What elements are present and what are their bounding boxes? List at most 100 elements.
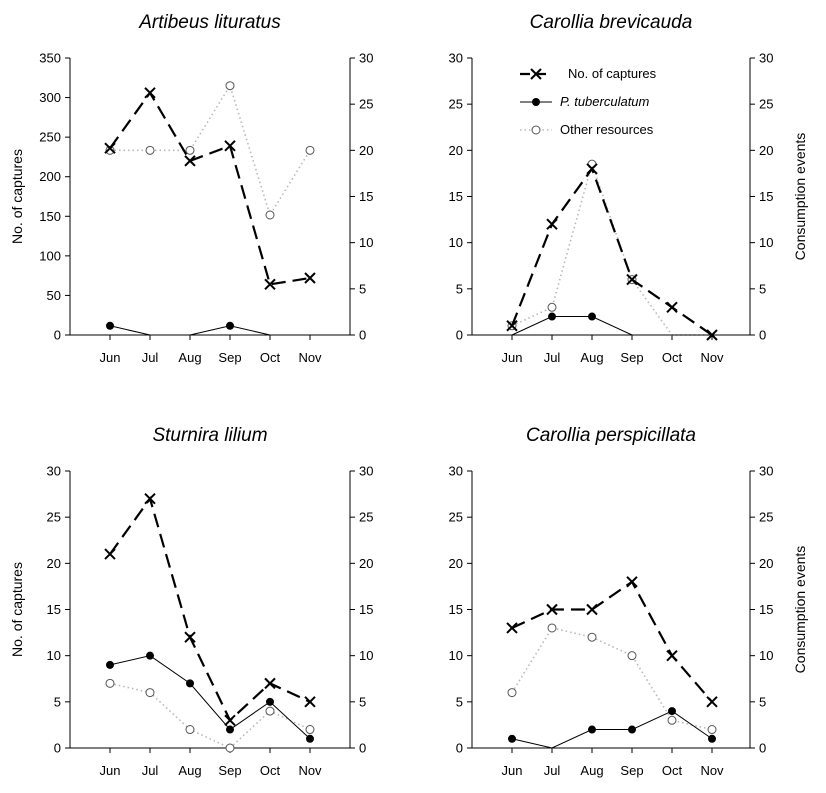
tuberculatum-point <box>306 734 314 743</box>
other-resources-point <box>507 688 517 698</box>
tuberculatum-point <box>106 321 114 330</box>
right-tick-label: 10 <box>359 235 373 250</box>
y-axis-label: No. of captures <box>9 149 25 244</box>
tuberculatum-point <box>226 725 234 734</box>
x-tick-label: Oct <box>662 763 683 778</box>
right-tick-label: 20 <box>359 556 373 571</box>
legend-tuberculatum-marker <box>532 98 540 106</box>
x-tick-label: Aug <box>580 350 603 365</box>
x-tick-label: Sep <box>620 350 643 365</box>
chart-title: Artibeus lituratus <box>138 12 281 33</box>
y2-axis-label: Consumption events <box>792 133 808 261</box>
other-resources-line <box>511 627 713 731</box>
right-tick-label: 25 <box>359 97 373 112</box>
chart-title: Carollia brevicauda <box>530 12 693 33</box>
right-tick-label: 25 <box>759 97 773 112</box>
x-tick-label: Nov <box>298 763 322 778</box>
left-tick-label: 0 <box>456 328 463 343</box>
captures-point <box>666 301 678 314</box>
right-tick-label: 5 <box>359 694 366 709</box>
other-resources-point <box>547 302 557 312</box>
x-tick-label: Jun <box>100 350 121 365</box>
right-tick-label: 25 <box>759 510 773 525</box>
chart-panel-1: Artibeus lituratus 0 50 100 150 200 250 300 350 0… <box>9 12 373 365</box>
right-tick-label: 20 <box>759 556 773 571</box>
x-tick-label: Sep <box>620 763 643 778</box>
right-tick-label: 0 <box>359 328 366 343</box>
right-tick-label: 5 <box>759 281 766 296</box>
right-tick-label: 10 <box>759 235 773 250</box>
captures-point <box>304 272 316 284</box>
left-tick-label: 30 <box>449 51 463 66</box>
left-tick-label: 5 <box>456 694 463 709</box>
tuberculatum-line <box>511 710 713 749</box>
x-tick-label: Jun <box>502 763 523 778</box>
other-resources-point <box>145 145 155 155</box>
captures-point <box>264 278 276 291</box>
left-tick-label: 300 <box>39 90 61 105</box>
captures-point <box>104 548 116 560</box>
captures-point <box>626 576 638 588</box>
right-tick-label: 25 <box>359 510 373 525</box>
left-tick-label: 200 <box>39 169 61 184</box>
right-tick-label: 15 <box>759 602 773 617</box>
captures-line <box>510 166 713 336</box>
left-tick-label: 5 <box>456 281 463 296</box>
chart-panel-4: Carollia perspicillata 0 5 10 15 20 25 30 0 5 10 15… <box>449 425 808 778</box>
right-tick-label: 30 <box>759 464 773 479</box>
right-tick-label: 0 <box>759 741 766 756</box>
right-tick-label: 15 <box>359 602 373 617</box>
left-tick-label: 20 <box>47 556 61 571</box>
right-tick-label: 30 <box>359 464 373 479</box>
x-tick-label: Jul <box>142 763 159 778</box>
tuberculatum-point <box>266 697 274 706</box>
left-tick-label: 30 <box>449 464 463 479</box>
left-tick-label: 25 <box>449 97 463 112</box>
left-tick-label: 0 <box>54 328 61 343</box>
captures-point <box>224 140 236 152</box>
captures-line <box>511 580 713 703</box>
captures-line <box>109 90 311 286</box>
captures-point <box>506 320 518 332</box>
right-tick-label: 15 <box>359 189 373 204</box>
y2-axis-label: Consumption events <box>792 546 808 674</box>
other-resources-point <box>185 725 195 735</box>
other-resources-point <box>305 725 315 735</box>
x-tick-label: Oct <box>260 350 281 365</box>
other-resources-point <box>105 678 115 688</box>
captures-point <box>264 677 276 690</box>
x-tick-label: Jul <box>142 350 159 365</box>
tuberculatum-point <box>508 734 516 743</box>
other-resources-point <box>105 145 115 155</box>
left-tick-label: 20 <box>449 143 463 158</box>
x-tick-label: Aug <box>178 763 201 778</box>
y-axis-label: No. of captures <box>9 562 25 657</box>
left-tick-label: 20 <box>449 556 463 571</box>
left-tick-label: 10 <box>449 648 463 663</box>
left-tick-label: 350 <box>39 51 61 66</box>
other-resources-point <box>225 81 235 91</box>
captures-point <box>626 273 638 286</box>
tuberculatum-point <box>628 725 636 734</box>
right-tick-label: 30 <box>359 51 373 66</box>
left-tick-label: 10 <box>47 648 61 663</box>
other-resources-point <box>265 210 275 220</box>
other-resources-point <box>587 632 597 642</box>
tuberculatum-point <box>548 312 556 321</box>
captures-point <box>104 142 116 154</box>
left-tick-label: 5 <box>54 694 61 709</box>
left-tick-label: 100 <box>39 248 61 263</box>
tuberculatum-line <box>109 325 310 336</box>
captures-point <box>224 714 236 727</box>
other-resources-point <box>225 743 235 753</box>
chart-title: Sturnira lilium <box>152 425 267 446</box>
right-tick-label: 20 <box>759 143 773 158</box>
right-tick-label: 10 <box>359 648 373 663</box>
other-resources-point <box>707 725 717 735</box>
other-resources-line <box>511 161 712 336</box>
legend-other-label: Other resources <box>560 122 654 137</box>
captures-point <box>586 163 598 175</box>
right-tick-label: 30 <box>759 51 773 66</box>
left-tick-label: 15 <box>449 189 463 204</box>
